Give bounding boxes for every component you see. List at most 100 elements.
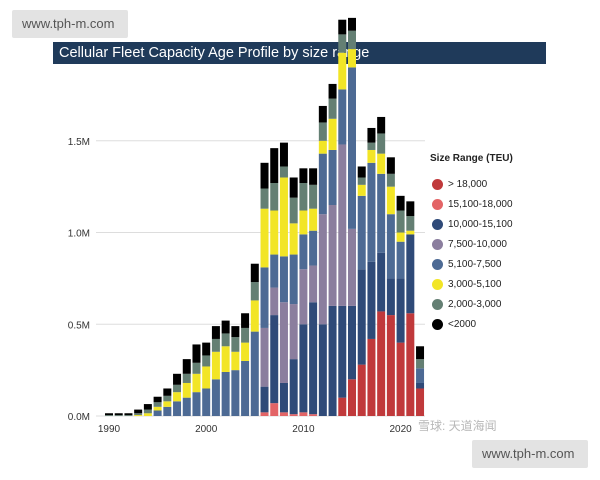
bar-segment [182, 382, 191, 398]
bar-segment [328, 83, 337, 99]
bar-segment [328, 305, 337, 416]
bar-segment [357, 195, 366, 270]
bar-segment [202, 388, 211, 416]
bar-segment [289, 254, 298, 305]
legend-label: 15,100-18,000 [448, 198, 513, 210]
legend-item: 5,100-7,500 [432, 254, 513, 274]
y-tick-label: 1.0M [68, 229, 90, 240]
bar-segment [396, 195, 405, 211]
bar-segment [377, 252, 386, 312]
bar-segment [163, 406, 172, 416]
legend-label: 5,100-7,500 [448, 258, 502, 270]
bar-segment [114, 413, 123, 416]
bar-segment [406, 201, 415, 217]
y-tick-label: 0.0M [68, 412, 90, 423]
legend-label: <2000 [448, 318, 477, 330]
bar-segment [318, 105, 327, 123]
bar-segment [124, 415, 133, 416]
bar-segment [318, 214, 327, 325]
bar-segment [377, 153, 386, 174]
legend-label: 7,500-10,000 [448, 238, 507, 250]
bar-segment [192, 392, 201, 416]
bar-segment [386, 214, 395, 279]
y-tick-label: 0.5M [68, 320, 90, 331]
bar-segment [211, 338, 220, 352]
bar-segment [289, 177, 298, 198]
bar-segment [153, 396, 162, 403]
bar-segment [279, 382, 288, 413]
bar-segment [134, 415, 143, 416]
bar-segment [279, 256, 288, 303]
bar-segment [309, 184, 318, 209]
bar-segment [279, 142, 288, 167]
bar-segment [367, 162, 376, 262]
legend-item: <2000 [432, 314, 513, 334]
legend-label: 10,000-15,100 [448, 218, 513, 230]
bar-segment [338, 89, 347, 145]
bar-segment [173, 401, 182, 416]
bar-segment [134, 413, 143, 416]
bar-segment [416, 388, 425, 416]
bar-segment [299, 210, 308, 235]
x-tick-label: 2020 [389, 424, 412, 435]
bar-segment [153, 406, 162, 411]
bar-segment [348, 67, 356, 229]
bar-segment [270, 210, 279, 255]
bar-segment [357, 177, 366, 185]
bar-segment [367, 149, 376, 163]
bar-segment [260, 412, 269, 416]
bar-segment [105, 413, 113, 416]
bar-segment [270, 254, 279, 288]
y-tick-label: 1.5M [68, 137, 90, 148]
bar-segment [163, 401, 172, 407]
bar-segment [416, 382, 425, 389]
bar-segment [318, 324, 327, 416]
bar-segment [338, 34, 347, 53]
bar-segment [357, 166, 366, 178]
bar-segment [250, 282, 259, 301]
bar-segment [396, 232, 405, 242]
legend-swatch [432, 298, 443, 310]
bar-segment [182, 359, 191, 374]
bar-segment [153, 402, 162, 407]
bar-segment [386, 278, 395, 316]
bar-segment [299, 234, 308, 270]
bar-segment [406, 313, 415, 416]
bar-segment [338, 305, 347, 398]
bar-segment [348, 30, 356, 50]
bar-segment [270, 315, 279, 404]
legend-swatch [432, 278, 443, 290]
bar-segment [338, 397, 347, 416]
legend-item: 3,000-5,100 [432, 274, 513, 294]
bar-segment [231, 326, 240, 338]
legend-item: 7,500-10,000 [432, 234, 513, 254]
bar-segment [328, 149, 337, 206]
bar-segment [377, 133, 386, 154]
bar-segment [309, 265, 318, 303]
bar-segment [309, 414, 318, 416]
bar-segment [406, 234, 415, 314]
bar-segment [241, 313, 250, 328]
bar-segment [309, 208, 318, 231]
bar-segment [289, 359, 298, 415]
bar-segment [192, 344, 201, 363]
bar-segment [377, 173, 386, 253]
bar-segment [143, 413, 152, 416]
bar-segment [328, 118, 337, 150]
bar-segment [328, 205, 337, 306]
legend: > 18,000 15,100-18,000 10,000-15,100 7,500-… [432, 174, 513, 334]
bar-segment [221, 333, 230, 347]
legend-label: > 18,000 [448, 178, 488, 190]
legend-item: 10,000-15,100 [432, 214, 513, 234]
bar-segment [211, 379, 220, 416]
bar-segment [406, 216, 415, 231]
bar-segment [386, 157, 395, 174]
legend-label: 3,000-5,100 [448, 278, 502, 290]
legend-item: 2,000-3,000 [432, 294, 513, 314]
bar-segment [396, 241, 405, 279]
bar-segment [406, 230, 415, 235]
bar-segment [348, 379, 356, 416]
bar-segment [192, 362, 201, 374]
bar-segment [250, 263, 259, 283]
bar-segment [260, 386, 269, 413]
